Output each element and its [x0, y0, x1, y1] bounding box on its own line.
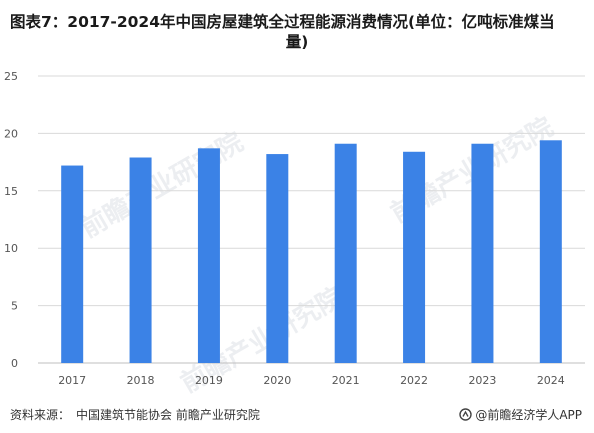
- footer: 资料来源： 中国建筑节能协会 前瞻产业研究院 @前瞻经济学人APP: [0, 404, 594, 426]
- x-tick-label: 2024: [537, 374, 565, 387]
- bar-2023: [471, 143, 494, 363]
- bar-2020: [266, 154, 289, 363]
- bar-2019: [197, 148, 220, 363]
- x-tick-label: 2020: [263, 374, 291, 387]
- bar-2022: [403, 151, 426, 363]
- chart-title-line2: 量): [285, 33, 309, 51]
- y-tick-label: 15: [4, 185, 18, 198]
- y-tick-label: 20: [4, 127, 18, 140]
- chart-title: 图表7：2017-2024年中国房屋建筑全过程能源消费情况(单位：亿吨标准煤当 …: [10, 12, 584, 52]
- brand-text: @前瞻经济学人APP: [475, 408, 582, 422]
- x-tick-label: 2017: [58, 374, 86, 387]
- x-tick-label: 2023: [468, 374, 496, 387]
- y-tick-label: 25: [4, 70, 18, 83]
- qianzhan-logo-icon: [459, 408, 473, 421]
- x-tick-label: 2018: [127, 374, 155, 387]
- x-tick-label: 2019: [195, 374, 223, 387]
- y-tick-label: 0: [11, 357, 18, 370]
- y-tick-label: 10: [4, 242, 18, 255]
- brand: @前瞻经济学人APP: [459, 406, 582, 423]
- source-label: 资料来源：: [10, 408, 71, 422]
- bar-2021: [334, 143, 357, 363]
- chart-title-line1: 图表7：2017-2024年中国房屋建筑全过程能源消费情况(单位：亿吨标准煤当: [10, 13, 555, 31]
- bar-2018: [129, 157, 152, 363]
- source-text: 中国建筑节能协会 前瞻产业研究院: [76, 408, 260, 422]
- y-tick-label: 5: [11, 300, 18, 313]
- source-note: 资料来源： 中国建筑节能协会 前瞻产业研究院: [10, 406, 260, 423]
- x-tick-label: 2022: [400, 374, 428, 387]
- bar-2017: [61, 165, 84, 363]
- bar-2024: [539, 140, 562, 363]
- bar-chart: 0 5 10 15 20 25 2017 2018 2019 2020 2021 2022 2023 20…: [4, 70, 585, 387]
- x-tick-label: 2021: [332, 374, 360, 387]
